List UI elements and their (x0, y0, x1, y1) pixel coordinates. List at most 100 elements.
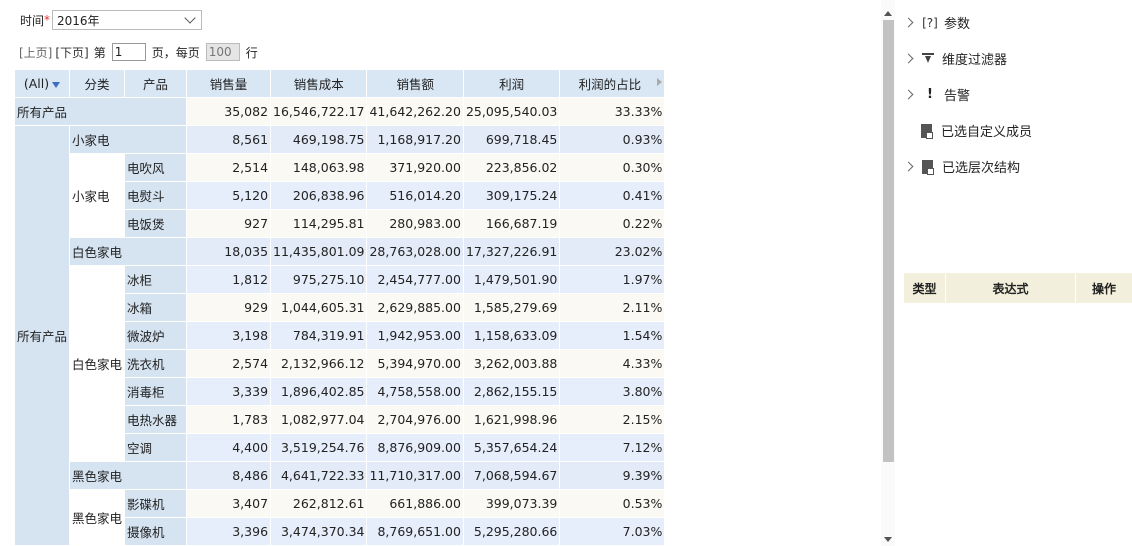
header-profit-ratio[interactable]: 利润的占比 (559, 69, 666, 98)
scroll-up-icon[interactable] (884, 11, 892, 16)
expr-header-expression: 表达式 (945, 272, 1076, 304)
chevron-right-icon[interactable] (903, 89, 914, 100)
product-row: 消毒柜 3,339 1,896,402.85 4,758,558.00 2,862,15… (15, 377, 666, 406)
cell: 0.41% (559, 181, 666, 210)
product-label[interactable]: 电吹风 (124, 153, 188, 182)
cell: 4,758,558.00 (366, 377, 464, 406)
panel-item-alerts[interactable]: ! 告警 (903, 85, 970, 104)
cell: 223,856.02 (462, 153, 561, 182)
product-label[interactable]: 空调 (124, 433, 188, 462)
cell: 1,044,605.31 (270, 293, 368, 322)
product-label[interactable]: 微波炉 (124, 321, 188, 350)
cell: 1,942,953.00 (366, 321, 464, 350)
group-total-row: 白色家电 18,035 11,435,801.09 28,763,028.00 17,3… (15, 237, 666, 266)
header-sales-qty[interactable]: 销售量 (186, 69, 272, 98)
product-label[interactable]: 电熨斗 (124, 181, 188, 210)
cell: 0.53% (559, 489, 666, 518)
product-label[interactable]: 洗衣机 (124, 349, 188, 378)
required-mark: * (44, 13, 51, 27)
cell: 399,073.39 (462, 489, 561, 518)
category-label[interactable]: 小家电 (69, 153, 126, 238)
product-row: 洗衣机 2,574 2,132,966.12 5,394,970.00 3,262,00… (15, 349, 666, 378)
cell: 371,920.00 (366, 153, 464, 182)
panel-item-label: 维度过滤器 (942, 53, 1008, 68)
time-select[interactable]: 2016年 (52, 10, 203, 30)
group-label[interactable]: 白色家电 (69, 237, 188, 266)
group-label[interactable]: 黑色家电 (69, 461, 188, 490)
cell: 35,082 (186, 97, 272, 126)
cell: 2,862,155.15 (462, 377, 561, 406)
cell: 0.22% (559, 209, 666, 238)
document-icon (921, 123, 933, 139)
cell: 33.33% (559, 97, 666, 126)
header-profit[interactable]: 利润 (462, 69, 561, 98)
pager: [上页] [下页] 第 1 页，每页 100 行 (19, 43, 260, 61)
header-product[interactable]: 产品 (124, 69, 188, 98)
panel-item-custom-members[interactable]: 已选自定义成员 (903, 121, 1032, 140)
cell: 2.15% (559, 405, 666, 434)
group-total-row: 黑色家电 8,486 4,641,722.33 11,710,317.00 7,068,… (15, 461, 666, 490)
cell: 114,295.81 (270, 209, 368, 238)
product-label[interactable]: 消毒柜 (124, 377, 188, 406)
product-label[interactable]: 冰柜 (124, 265, 188, 294)
header-sales-cost[interactable]: 销售成本 (270, 69, 368, 98)
chevron-right-icon[interactable] (903, 17, 914, 28)
product-row: 黑色家电 影碟机 3,407 262,812.61 661,886.00 399,073.… (15, 489, 666, 546)
cell: 280,983.00 (366, 209, 464, 238)
cell: 1.97% (559, 265, 666, 294)
parameter-icon: [?] (922, 15, 938, 30)
time-select-value: 2016年 (57, 13, 100, 28)
product-row: 电饭煲 927 114,295.81 280,983.00 166,687.19 0.22… (15, 209, 666, 238)
cell: 1,585,279.69 (462, 293, 561, 322)
cell: 4.33% (559, 349, 666, 378)
header-all[interactable]: (All) (13, 69, 71, 98)
cell: 4,400 (186, 433, 272, 462)
cell: 784,319.91 (270, 321, 368, 350)
header-row: (All) 分类 产品 销售量 销售成本 销售额 利润 利润的占比 (13, 69, 666, 98)
chevron-right-icon[interactable] (903, 53, 914, 64)
vertical-scrollbar[interactable] (881, 0, 895, 546)
page-number-input[interactable]: 1 (111, 43, 146, 61)
panel-item-label: 已选自定义成员 (941, 125, 1033, 140)
product-label[interactable]: 摄像机 (124, 517, 188, 546)
report-area: 时间 * 2016年 [上页] [下页] 第 1 页，每页 100 行 (All)… (13, 10, 666, 546)
cell: 9.39% (559, 461, 666, 490)
cell: 148,063.98 (270, 153, 368, 182)
grand-total-label[interactable]: 所有产品 (13, 97, 188, 126)
group-label[interactable]: 小家电 (69, 125, 188, 154)
cell: 1,896,402.85 (270, 377, 368, 406)
cell: 4,641,722.33 (270, 461, 368, 490)
cell: 7.12% (559, 433, 666, 462)
panel-item-dimension-filter[interactable]: 维度过滤器 (903, 49, 1007, 68)
prev-page-link[interactable]: [上页] (19, 45, 53, 60)
category-label[interactable]: 黑色家电 (69, 489, 126, 546)
dropdown-arrow-icon[interactable] (52, 81, 61, 88)
category-label[interactable]: 白色家电 (69, 265, 126, 462)
product-label[interactable]: 影碟机 (124, 489, 188, 518)
cell: 28,763,028.00 (366, 237, 464, 266)
cell: 23.02% (559, 237, 666, 266)
scroll-down-icon[interactable] (884, 537, 892, 542)
panel-item-hierarchies[interactable]: 已选层次结构 (903, 157, 1020, 176)
all-products-label[interactable]: 所有产品 (13, 125, 71, 546)
product-label[interactable]: 电饭煲 (124, 209, 188, 238)
cell: 206,838.96 (270, 181, 368, 210)
cell: 2,574 (186, 349, 272, 378)
grand-total-row: 所有产品 35,082 16,546,722.17 41,642,262.20 … (13, 97, 666, 126)
cell: 1,479,501.90 (462, 265, 561, 294)
cell: 2,629,885.00 (366, 293, 464, 322)
product-label[interactable]: 冰箱 (124, 293, 188, 322)
header-category[interactable]: 分类 (69, 69, 126, 98)
cell: 8,769,651.00 (366, 517, 464, 546)
cell: 1,621,998.96 (462, 405, 561, 434)
sort-arrow-icon[interactable] (657, 78, 663, 86)
cell: 975,275.10 (270, 265, 368, 294)
header-sales-amount[interactable]: 销售额 (366, 69, 464, 98)
product-label[interactable]: 电热水器 (124, 405, 188, 434)
cell: 3,339 (186, 377, 272, 406)
next-page-link[interactable]: [下页] (55, 45, 89, 60)
chevron-right-icon[interactable] (903, 161, 914, 172)
scrollbar-thumb[interactable] (883, 20, 894, 462)
cell: 18,035 (186, 237, 272, 266)
panel-item-params[interactable]: [?] 参数 (903, 13, 970, 32)
